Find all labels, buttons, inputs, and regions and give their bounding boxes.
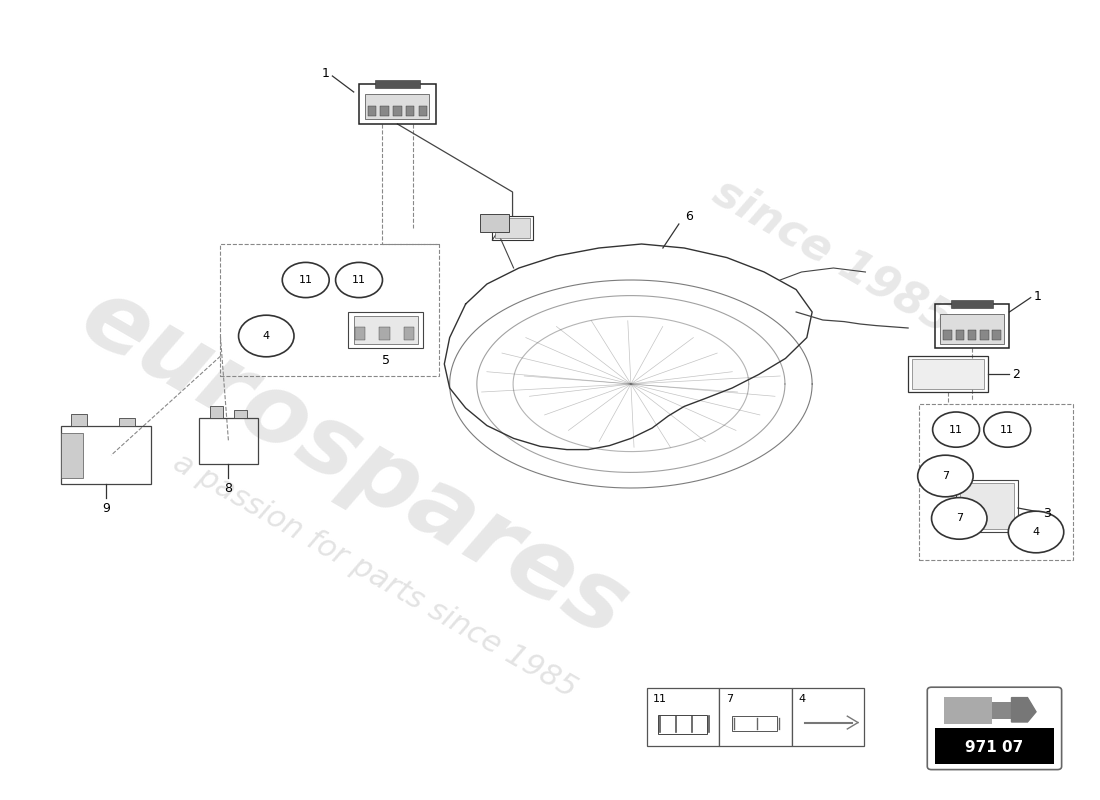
Text: 5: 5 — [382, 354, 389, 366]
Bar — [354, 316, 418, 344]
Bar — [355, 327, 365, 340]
Bar — [119, 418, 135, 426]
Bar — [210, 406, 222, 418]
Circle shape — [283, 262, 329, 298]
Bar — [719, 688, 792, 746]
Bar — [404, 327, 415, 340]
Bar — [658, 714, 706, 734]
Bar — [495, 218, 529, 238]
Circle shape — [933, 412, 979, 447]
Bar — [733, 716, 777, 730]
Text: 11: 11 — [352, 275, 366, 285]
Bar — [909, 356, 988, 392]
Bar — [199, 418, 257, 464]
Bar — [918, 404, 1074, 560]
Text: a passion for parts since 1985: a passion for parts since 1985 — [168, 448, 582, 704]
Bar — [234, 410, 248, 418]
Bar — [792, 688, 865, 746]
Bar — [220, 244, 439, 376]
Text: eurospares: eurospares — [64, 270, 643, 658]
Bar — [956, 330, 964, 340]
Bar — [935, 304, 1010, 348]
Text: 1: 1 — [321, 67, 329, 80]
Bar — [940, 314, 1004, 344]
Text: 7: 7 — [942, 471, 949, 481]
Text: since 1985: since 1985 — [706, 170, 961, 342]
Bar — [493, 216, 532, 240]
Bar — [393, 106, 402, 116]
Circle shape — [336, 262, 383, 298]
Bar — [968, 330, 977, 340]
Circle shape — [917, 455, 974, 497]
Text: 11: 11 — [949, 425, 964, 434]
Polygon shape — [1012, 698, 1036, 722]
Bar — [944, 697, 992, 723]
Bar — [944, 330, 952, 340]
Circle shape — [983, 412, 1031, 447]
Bar — [480, 214, 509, 232]
Bar — [349, 312, 424, 348]
Text: 3: 3 — [1044, 507, 1052, 520]
Bar — [950, 300, 993, 308]
Circle shape — [1009, 511, 1064, 553]
Circle shape — [932, 498, 987, 539]
Bar — [365, 94, 429, 119]
Bar — [381, 106, 389, 116]
Bar — [406, 106, 415, 116]
Bar — [367, 106, 376, 116]
Bar — [960, 483, 1013, 529]
Bar — [935, 728, 1054, 764]
Text: 11: 11 — [1000, 425, 1014, 434]
Bar — [956, 480, 1018, 532]
Text: 6: 6 — [685, 210, 693, 222]
Bar — [992, 330, 1001, 340]
Bar — [647, 688, 719, 746]
Text: 971 07: 971 07 — [966, 740, 1024, 755]
Bar — [980, 330, 989, 340]
Bar — [72, 414, 87, 426]
Bar — [379, 327, 389, 340]
Bar — [359, 84, 436, 124]
Bar — [60, 426, 151, 484]
Text: 1: 1 — [1034, 290, 1042, 302]
Bar — [375, 80, 420, 88]
Text: 4: 4 — [799, 694, 805, 704]
Text: 7: 7 — [956, 514, 962, 523]
Text: 4: 4 — [1033, 527, 1039, 537]
FancyBboxPatch shape — [927, 687, 1062, 770]
Text: 7: 7 — [726, 694, 733, 704]
Text: 8: 8 — [224, 482, 232, 494]
Bar — [912, 359, 983, 389]
Text: 9: 9 — [102, 502, 110, 514]
Text: 11: 11 — [299, 275, 312, 285]
Text: 2: 2 — [1013, 367, 1021, 381]
Circle shape — [239, 315, 294, 357]
Bar — [419, 106, 427, 116]
Text: 4: 4 — [263, 331, 270, 341]
Text: 11: 11 — [653, 694, 668, 704]
Bar — [992, 702, 1015, 718]
Bar — [60, 433, 84, 478]
